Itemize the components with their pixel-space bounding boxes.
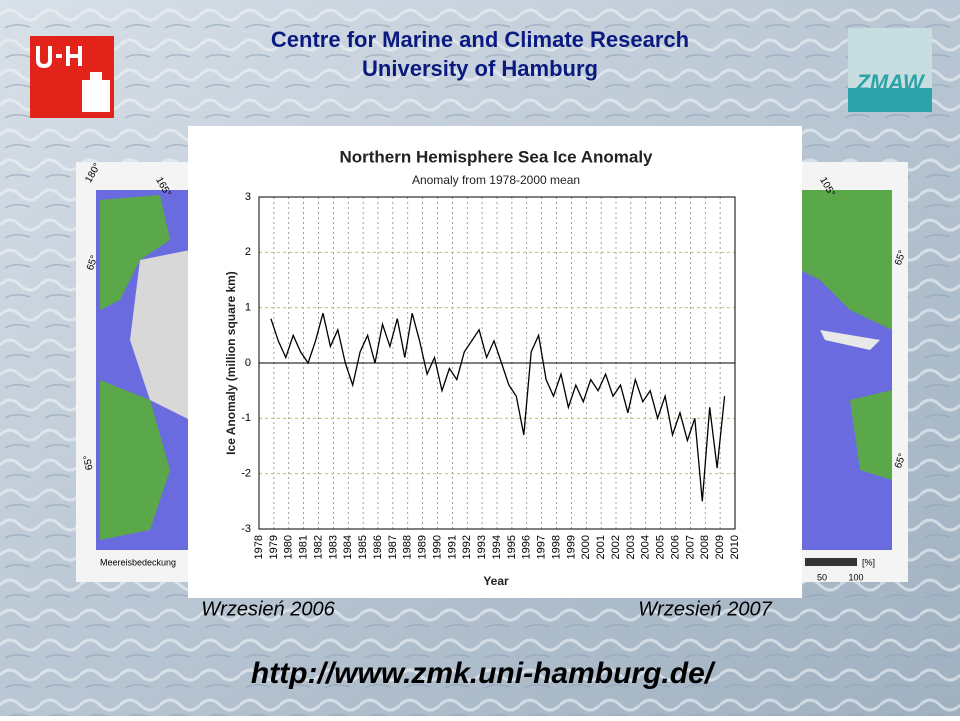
x-tick-label: 1988 [402,535,414,559]
y-tick-label: -2 [241,468,251,480]
x-tick-label: 1995 [506,535,518,559]
x-tick-label: 2001 [595,535,607,559]
map-right: 105° 65° 65° [%] 50 100 [800,162,908,582]
x-tick-label: 1987 [387,535,399,559]
y-tick-label: 0 [245,357,251,369]
url[interactable]: http://www.zmk.uni-hamburg.de/ [251,657,716,690]
y-axis-title: Ice Anomaly (million square km) [224,271,238,455]
x-tick-label: 1978 [253,535,265,559]
chart: Northern Hemisphere Sea Ice Anomaly Anom… [188,126,802,598]
y-tick-label: 1 [245,302,251,314]
x-tick-label: 1999 [565,535,577,559]
x-tick-label: 1979 [268,535,280,559]
x-tick-label: 2006 [669,535,681,559]
scale-tick: 100 [848,572,863,582]
x-tick-label: 1989 [417,535,429,559]
scale-tick: 50 [817,572,827,582]
map-left: 180° 165° 65° 65° Meereisbedeckung [76,161,190,582]
x-tick-label: 1993 [476,535,488,559]
x-tick-label: 1990 [431,535,443,559]
scale-unit: [%] [862,557,875,567]
logo-text: ZMAW [855,70,925,95]
data-line [270,313,726,502]
uhh-logo [30,36,114,118]
map-date: Wrzesień 2007 [638,598,772,620]
map-label: 65° [893,452,909,470]
chart-background [188,126,802,598]
x-tick-label: 2009 [714,535,726,559]
chart-subtitle: Anomaly from 1978-2000 mean [412,173,580,187]
x-tick-label: 1986 [372,535,384,559]
x-tick-label: 1984 [342,535,354,559]
header-line: Centre for Marine and Climate Research [271,27,689,52]
x-tick-label: 1996 [521,535,533,559]
x-tick-label: 2008 [699,535,711,559]
chart-title: Northern Hemisphere Sea Ice Anomaly [339,147,653,166]
x-tick-label: 2002 [610,535,622,559]
x-tick-label: 2003 [625,535,637,559]
x-tick-label: 1980 [283,535,295,559]
map-date: Wrzesień 2006 [201,598,335,620]
x-tick-label: 1991 [446,535,458,559]
x-tick-label: 1998 [550,535,562,559]
y-tick-label: -3 [241,523,251,535]
x-tick-label: 2005 [655,535,667,559]
x-tick-label: 1981 [298,535,310,559]
y-tick-label: 3 [245,191,251,203]
header-line: University of Hamburg [362,56,598,81]
map-label: 65° [893,249,909,267]
map-label: 65° [82,454,95,471]
x-tick-label: 1994 [491,535,503,559]
x-tick-label: 1983 [327,535,339,559]
x-tick-label: 2007 [684,535,696,559]
zmaw-logo: ZMAW [848,28,932,112]
x-tick-label: 2004 [640,535,652,559]
x-tick-label: 1985 [357,535,369,559]
map-caption: Meereisbedeckung [100,557,176,567]
x-axis-title: Year [483,574,509,588]
y-tick-label: -1 [241,412,251,424]
plot-frame [258,196,736,530]
x-tick-label: 1992 [461,535,473,559]
y-tick-label: 2 [245,246,251,258]
x-tick-label: 2010 [729,535,741,559]
x-tick-label: 1982 [312,535,324,559]
x-tick-label: 2000 [580,535,592,559]
x-tick-label: 1997 [536,535,548,559]
map-label: 65° [85,254,101,272]
